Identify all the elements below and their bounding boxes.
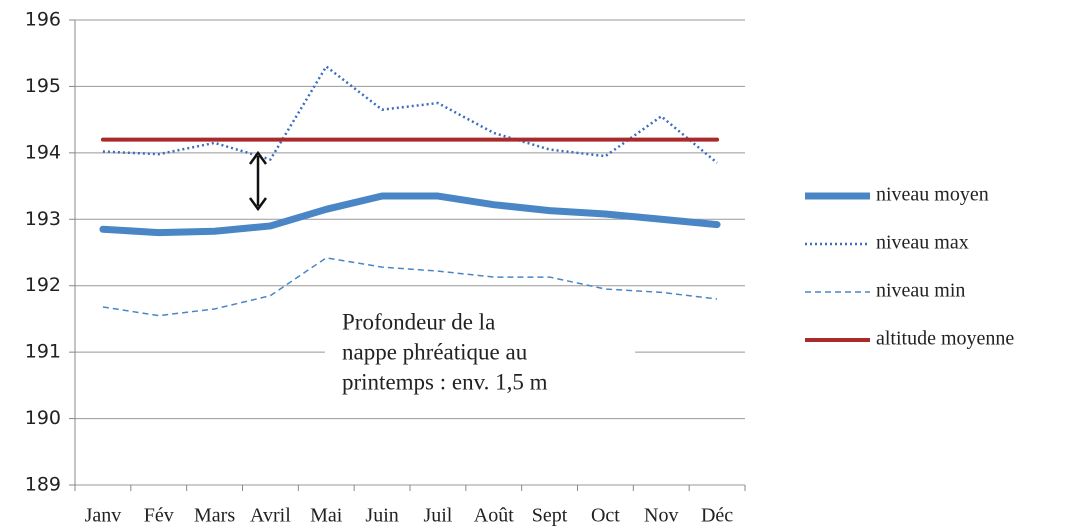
y-tick-label: 195: [25, 75, 61, 97]
annotation: Profondeur de la: [342, 309, 495, 334]
legend-label: altitude moyenne: [876, 328, 1014, 350]
y-tick-label: 189: [25, 474, 61, 496]
series-line: [102, 65, 718, 164]
y-tick-label: 194: [25, 141, 61, 163]
y-tick-label: 193: [25, 208, 61, 230]
annotation: nappe phréatique au: [342, 339, 528, 364]
series-line: [102, 257, 718, 317]
y-tick-label: 190: [25, 407, 61, 429]
overlay: niveau moyen niveau max niveau min altitude…: [248, 150, 1014, 405]
x-tick-label: Juin: [365, 505, 398, 527]
y-tick-label: 196: [25, 9, 61, 31]
y-tick-label: 192: [25, 274, 61, 296]
x-tick-label: Fév: [144, 505, 174, 527]
annotation: printemps : env. 1,5 m: [342, 369, 548, 394]
x-tick-label: Juil: [423, 505, 452, 527]
arrow-head: [248, 150, 268, 165]
legend-label: niveau max: [876, 232, 969, 254]
x-tick-label: Mai: [310, 505, 343, 527]
arrow-head: [248, 197, 268, 212]
plot: [99, 65, 721, 317]
x-tick-label: Déc: [701, 505, 733, 527]
grid: 189 190 191 192 193 194 195 196 Janv Fév Mars Avril…: [25, 9, 746, 527]
x-tick-label: Août: [474, 505, 514, 527]
y-tick-label: 191: [25, 341, 61, 363]
series-line: [99, 192, 721, 237]
x-tick-label: Mars: [194, 505, 235, 527]
x-tick-label: Janv: [85, 505, 122, 527]
annotation-box: [325, 305, 635, 405]
legend-label: niveau moyen: [876, 184, 989, 206]
x-tick-label: Nov: [644, 505, 678, 527]
x-tick-label: Avril: [250, 505, 291, 527]
x-tick-label: Oct: [591, 505, 620, 527]
legend-label: niveau min: [876, 280, 965, 302]
x-tick-label: Sept: [532, 505, 568, 527]
